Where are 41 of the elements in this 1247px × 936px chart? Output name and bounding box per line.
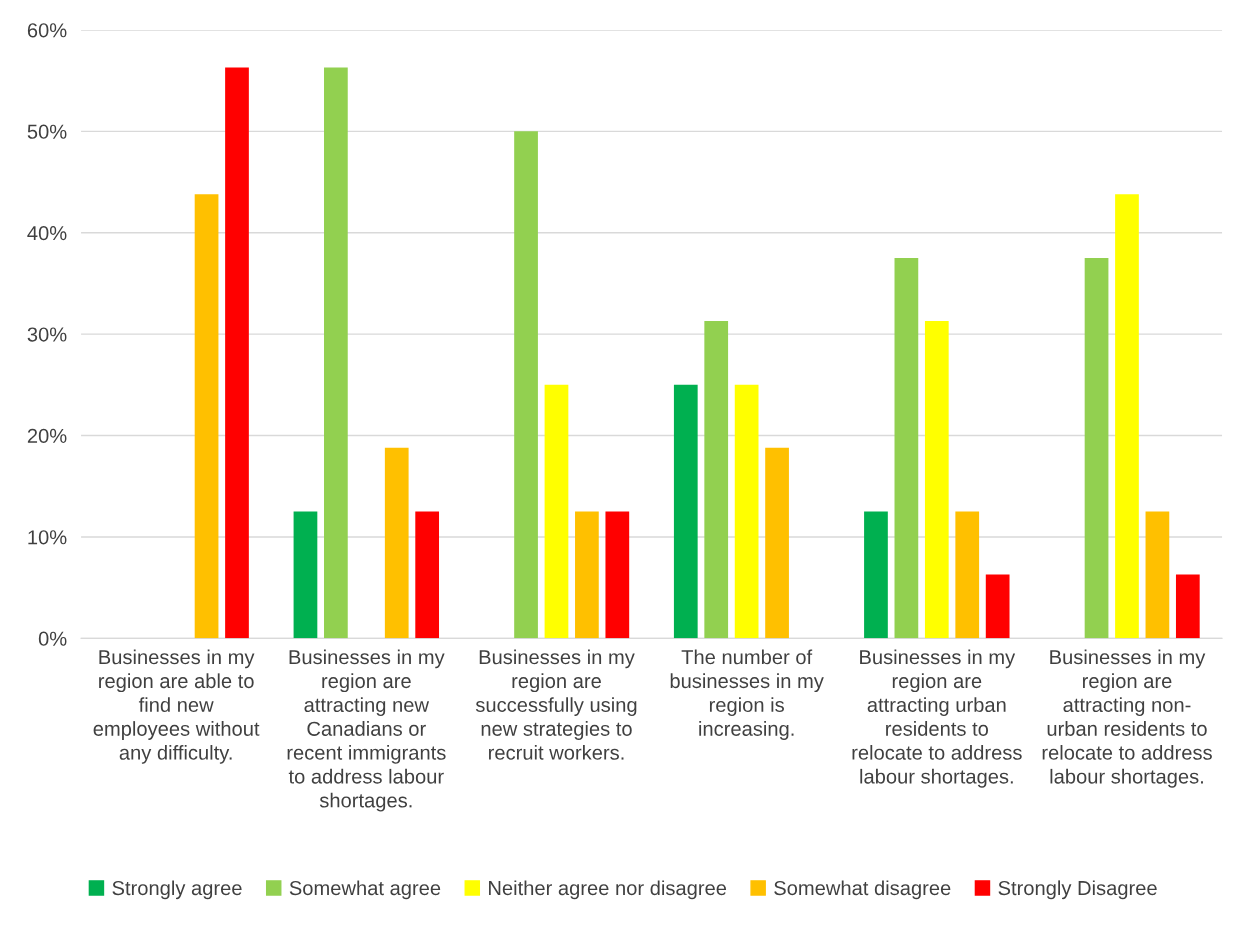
bar: [384, 447, 409, 639]
bar: [575, 511, 599, 639]
x-tick-label: Businesses in my region are able to find new employees without any difficulty.: [93, 649, 260, 764]
bar: [544, 384, 569, 639]
bar: [225, 67, 249, 639]
bar: [1115, 194, 1139, 639]
legend-label: Somewhat agree: [289, 880, 441, 900]
x-tick-label: Businesses in my region are attracting urban residents to relocate to address labour shortages.: [852, 649, 1022, 788]
y-tick-label: 30%: [27, 327, 67, 342]
bar: [765, 447, 789, 639]
bar: [894, 258, 919, 639]
bar: [985, 574, 1010, 639]
y-tick-label: 50%: [27, 124, 67, 139]
y-tick-label: 60%: [27, 23, 67, 38]
y-tick-label: 20%: [27, 428, 67, 444]
bar: [415, 511, 440, 639]
bar: [704, 320, 729, 639]
bar: [1175, 574, 1200, 639]
bar: [673, 384, 698, 639]
bar: [194, 194, 219, 639]
legend-label: Somewhat disagree: [774, 880, 951, 900]
bar: [1084, 258, 1109, 639]
bar: [293, 511, 318, 639]
bar: [955, 511, 980, 639]
y-tick-label: 40%: [27, 225, 67, 241]
legend-label: Strongly agree: [112, 880, 242, 900]
legend-label: Strongly Disagree: [998, 880, 1157, 900]
legend-label: Neither agree nor disagree: [489, 880, 727, 900]
bar: [864, 511, 888, 639]
bar: [605, 511, 630, 639]
bar: [734, 384, 759, 639]
x-tick-label: Businesses in my region are attracting new Canadians or recent immigrants to address labour shortages.: [287, 649, 446, 812]
bar: [1145, 511, 1170, 639]
x-tick-label: Businesses in my region are successfully using new strategies to recruit workers.: [475, 649, 637, 760]
y-tick-label: 10%: [28, 530, 67, 545]
y-tick-label: 0%: [38, 631, 67, 646]
x-tick-label: The number of businesses in my region is increasing.: [670, 649, 824, 740]
bar: [324, 67, 348, 639]
bar: [514, 131, 538, 639]
bar: [924, 320, 949, 639]
x-tick-label: Businesses in my region are attracting non- urban residents to relocate to address labour shortages.: [1042, 649, 1212, 788]
